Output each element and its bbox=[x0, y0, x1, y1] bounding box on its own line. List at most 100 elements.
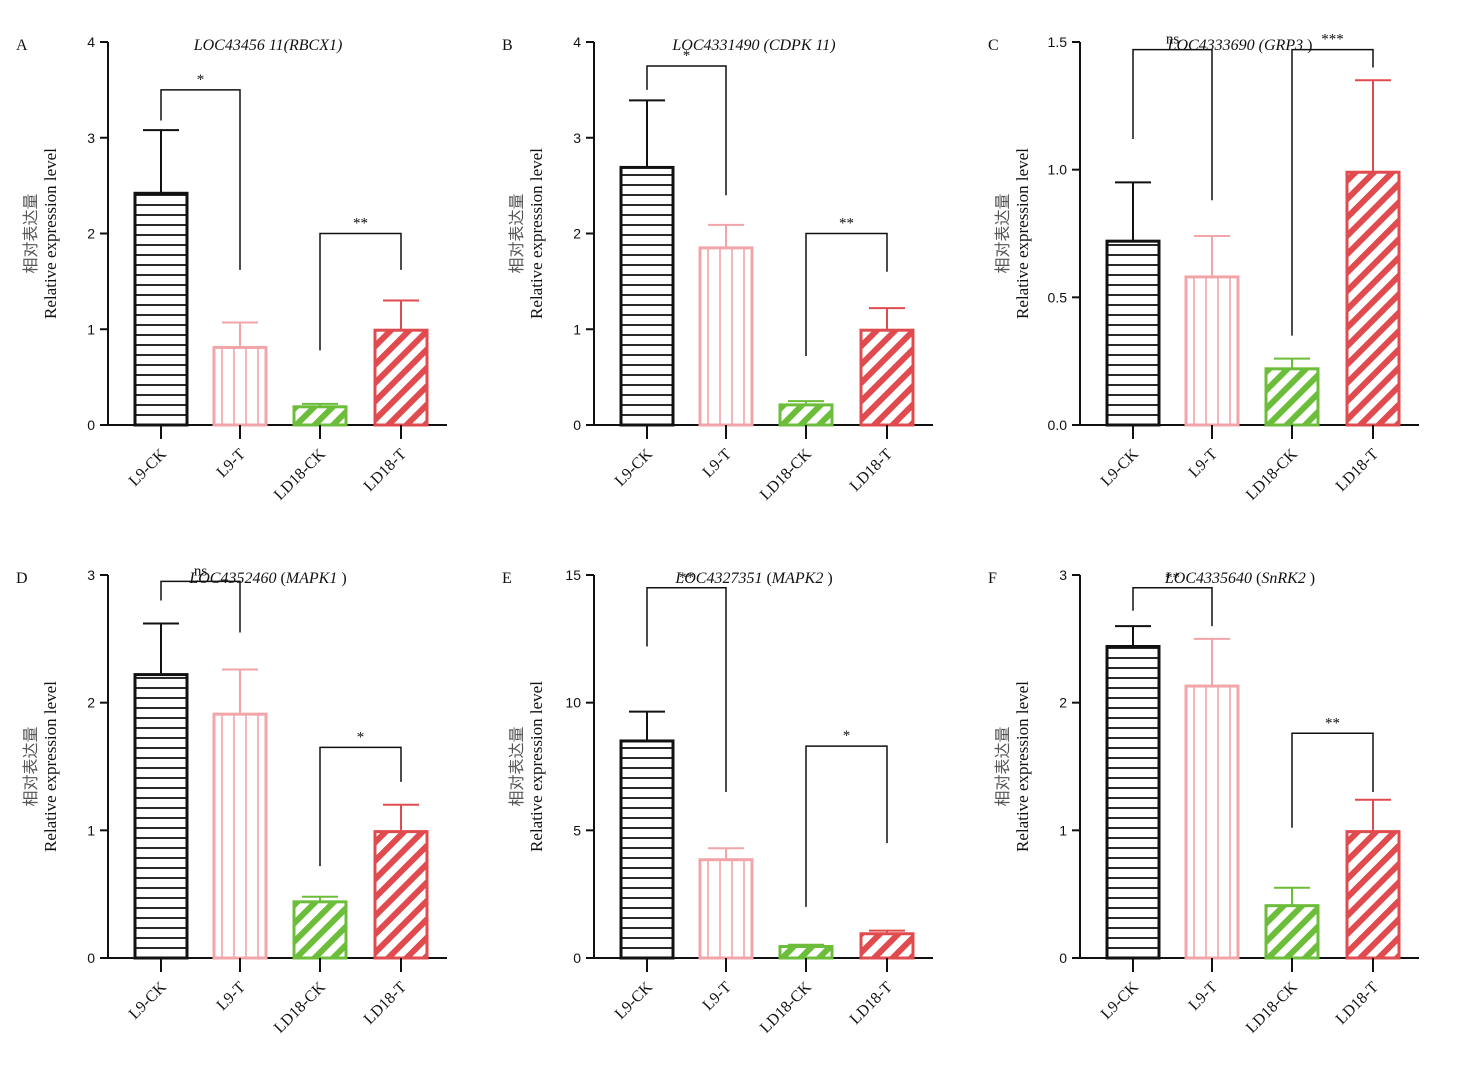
significance-label: * bbox=[843, 728, 851, 744]
title-part: ) bbox=[337, 570, 346, 587]
y-axis-label: Relative expression level bbox=[527, 681, 546, 852]
significance-label: ** bbox=[1325, 715, 1340, 731]
y-tick-label: 3 bbox=[87, 130, 95, 146]
significance-label: ns bbox=[1166, 32, 1180, 48]
panel-b: B LOC4331490 (CDPK 11) 相对表达量 Relative expre… bbox=[486, 0, 972, 533]
y-tick-label: 5 bbox=[573, 822, 581, 838]
y-axis-label-cn: 相对表达量 bbox=[507, 193, 526, 273]
y-axis-label-cn: 相对表达量 bbox=[993, 193, 1012, 273]
y-tick-label: 3 bbox=[1059, 567, 1067, 583]
significance-bracket bbox=[805, 232, 888, 357]
x-tick-label: L9-CK bbox=[612, 445, 656, 489]
x-tick-label: LD18-T bbox=[361, 979, 410, 1028]
y-axis-label: Relative expression level bbox=[1013, 148, 1032, 319]
significance-label: ** bbox=[679, 570, 694, 586]
x-tick-label: LD18-CK bbox=[271, 978, 329, 1036]
x-tick-label: L9-T bbox=[700, 979, 735, 1014]
x-tick-label: LD18-CK bbox=[271, 445, 329, 503]
significance-bracket bbox=[319, 746, 402, 867]
title-part: ( bbox=[762, 570, 771, 587]
x-tick-label: LD18-T bbox=[1333, 446, 1382, 495]
panel-letter: C bbox=[988, 37, 999, 54]
significance-bracket bbox=[160, 580, 241, 633]
title-part: MAPK2 bbox=[771, 570, 824, 587]
y-tick-label: 1.5 bbox=[1048, 34, 1068, 50]
y-axis-label-cn: 相对表达量 bbox=[507, 726, 526, 806]
panel-e: E LOC4327351 (MAPK2 ) 相对表达量 Relative expres… bbox=[486, 533, 972, 1066]
title-part: LOC4335640 bbox=[1164, 570, 1252, 587]
x-tick-label: L9-T bbox=[214, 979, 249, 1014]
significance-label: ** bbox=[353, 216, 368, 232]
y-axis-label: Relative expression level bbox=[1013, 681, 1032, 852]
x-tick-label: LD18-T bbox=[1333, 979, 1382, 1028]
y-tick-label: 1 bbox=[87, 822, 95, 838]
bar-ld18-t bbox=[373, 830, 429, 960]
y-tick-label: 2 bbox=[87, 226, 95, 242]
panel-f: F LOC4335640 (SnRK2 ) 相对表达量 Relative expres… bbox=[972, 533, 1458, 1066]
bar-ld18-t bbox=[859, 932, 915, 960]
title-part: LOC4331490 (CDPK 11) bbox=[671, 37, 835, 54]
y-tick-label: 2 bbox=[87, 695, 95, 711]
x-tick-label: LD18-CK bbox=[757, 445, 815, 503]
y-axis-label: Relative expression level bbox=[41, 148, 60, 319]
y-tick-label: 10 bbox=[565, 695, 581, 711]
panel-letter: E bbox=[502, 570, 512, 587]
title-part: SnRK2 bbox=[1261, 570, 1305, 587]
x-tick-label: L9-CK bbox=[1098, 445, 1142, 489]
y-tick-label: 15 bbox=[565, 567, 581, 583]
bar-ld18-t bbox=[373, 328, 429, 427]
bar-ld18-ck bbox=[778, 945, 834, 960]
title-part: ) bbox=[1306, 570, 1315, 587]
y-tick-label: 0 bbox=[1059, 950, 1067, 966]
significance-label: ** bbox=[1165, 570, 1180, 586]
significance-bracket bbox=[319, 232, 402, 351]
x-tick-label: L9-T bbox=[1186, 979, 1221, 1014]
x-tick-label: L9-T bbox=[214, 446, 249, 481]
x-tick-label: L9-CK bbox=[126, 978, 170, 1022]
title-part: ( bbox=[276, 570, 285, 587]
bar-ld18-t bbox=[1345, 170, 1401, 427]
bar-l9-t bbox=[212, 712, 268, 960]
title-part: LOC4352460 bbox=[188, 570, 276, 587]
x-tick-label: L9-CK bbox=[612, 978, 656, 1022]
chart-panel-a: A LOC43456 11(RBCX1) 相对表达量 Relative express… bbox=[16, 34, 447, 504]
bar-ld18-ck bbox=[1264, 367, 1320, 427]
significance-label: * bbox=[683, 48, 691, 64]
bar-l9-t bbox=[698, 246, 754, 427]
significance-bracket bbox=[1132, 587, 1213, 627]
panel-title: LOC4333690 (GRP3 ) bbox=[1167, 37, 1313, 54]
significance-bracket bbox=[646, 65, 727, 196]
x-tick-label: LD18-T bbox=[847, 446, 896, 495]
bar-l9-ck bbox=[1105, 644, 1161, 960]
bar-l9-t bbox=[698, 858, 754, 960]
bar-ld18-ck bbox=[778, 403, 834, 427]
x-tick-label: LD18-CK bbox=[1243, 978, 1301, 1036]
significance-bracket bbox=[160, 89, 241, 270]
y-tick-label: 1.0 bbox=[1048, 162, 1068, 178]
significance-label: * bbox=[357, 729, 365, 745]
title-part: LOC4333690 ( bbox=[1167, 37, 1266, 54]
significance-label: ** bbox=[839, 216, 854, 232]
panel-title: LOC4331490 (CDPK 11) bbox=[671, 37, 835, 54]
x-tick-label: L9-CK bbox=[126, 445, 170, 489]
y-axis-label-cn: 相对表达量 bbox=[21, 726, 40, 806]
panel-title: LOC4335640 (SnRK2 ) bbox=[1164, 570, 1315, 587]
chart-panel-e: E LOC4327351 (MAPK2 ) 相对表达量 Relative expres… bbox=[502, 567, 933, 1037]
panel-letter: D bbox=[16, 570, 28, 587]
bar-ld18-ck bbox=[292, 900, 348, 960]
y-tick-label: 1 bbox=[573, 321, 581, 337]
y-axis-label-cn: 相对表达量 bbox=[993, 726, 1012, 806]
y-tick-label: 1 bbox=[87, 321, 95, 337]
significance-label: ns bbox=[194, 563, 208, 579]
bar-ld18-t bbox=[859, 328, 915, 427]
y-tick-label: 0 bbox=[573, 417, 581, 433]
y-axis-label-cn: 相对表达量 bbox=[21, 193, 40, 273]
title-part: LOC4327351 bbox=[674, 570, 762, 587]
bar-l9-ck bbox=[133, 673, 189, 960]
title-part: MAPK1 bbox=[285, 570, 338, 587]
significance-bracket bbox=[1132, 48, 1213, 201]
title-part: ) bbox=[1303, 37, 1312, 54]
significance-bracket bbox=[1291, 48, 1374, 336]
chart-panel-b: B LOC4331490 (CDPK 11) 相对表达量 Relative expre… bbox=[502, 34, 933, 504]
